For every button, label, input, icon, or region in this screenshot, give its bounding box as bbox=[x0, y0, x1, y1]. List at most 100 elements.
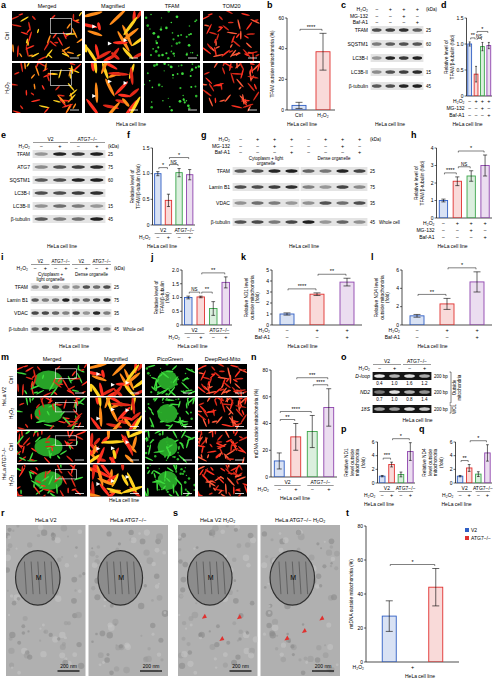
kda: 35 bbox=[114, 311, 120, 316]
axis-title: Relative ND4level outsidemitochondria(fo… bbox=[422, 448, 444, 477]
punctum bbox=[155, 50, 158, 53]
punctum bbox=[191, 68, 194, 71]
filament bbox=[214, 84, 222, 86]
band bbox=[372, 70, 382, 74]
texture bbox=[10, 594, 13, 597]
filament bbox=[129, 411, 141, 422]
filament bbox=[209, 483, 211, 488]
filament bbox=[55, 85, 61, 91]
y-tick-label: 0 bbox=[372, 480, 375, 486]
punctum bbox=[150, 391, 152, 393]
filament bbox=[123, 384, 136, 396]
punctum bbox=[184, 481, 187, 484]
nucleus bbox=[158, 437, 178, 456]
em-panel: sHeLa V2 H₂O₂M200 nmHeLa ATG7−/− H₂O₂M20… bbox=[173, 508, 340, 676]
punctum bbox=[188, 477, 191, 480]
punctum bbox=[183, 98, 185, 100]
error-bar bbox=[314, 293, 321, 296]
filament bbox=[222, 381, 231, 389]
error-bar bbox=[477, 472, 480, 477]
filament bbox=[131, 398, 136, 415]
error-bar bbox=[344, 278, 351, 286]
texture bbox=[61, 556, 63, 558]
filament bbox=[90, 416, 105, 429]
error-bar bbox=[186, 296, 190, 299]
blot-strip bbox=[31, 283, 71, 291]
condition-mark: − bbox=[408, 365, 411, 371]
condition-mark: − bbox=[324, 143, 327, 149]
filament bbox=[25, 90, 27, 96]
filament bbox=[25, 45, 35, 50]
filament bbox=[109, 11, 128, 26]
caption: HeLa cell line bbox=[437, 243, 467, 249]
filament bbox=[61, 49, 70, 59]
filament bbox=[76, 54, 81, 57]
filament bbox=[19, 445, 24, 447]
texture bbox=[107, 632, 113, 638]
filament bbox=[90, 364, 108, 370]
plot-area bbox=[185, 277, 230, 325]
bar bbox=[340, 282, 354, 325]
label-line: TFAM outside mitochondria (%) bbox=[270, 30, 275, 98]
group-label: V2 bbox=[462, 485, 468, 491]
condition-mark: − bbox=[389, 19, 392, 25]
filament bbox=[228, 416, 237, 425]
filament bbox=[14, 71, 20, 75]
filament bbox=[214, 39, 217, 44]
arrowhead bbox=[111, 407, 115, 411]
significance: ** bbox=[211, 267, 216, 273]
filament bbox=[235, 408, 243, 417]
filament bbox=[72, 14, 74, 20]
band bbox=[52, 285, 59, 289]
section-bracket bbox=[450, 405, 452, 413]
filament bbox=[73, 398, 78, 409]
band bbox=[62, 311, 69, 315]
punctum bbox=[157, 36, 160, 39]
punctum bbox=[156, 63, 158, 65]
band bbox=[31, 298, 38, 302]
error-bar bbox=[156, 172, 159, 176]
em-texture bbox=[90, 529, 168, 675]
punctum bbox=[155, 40, 156, 41]
band-label: LC3B-I bbox=[14, 190, 30, 196]
filament bbox=[151, 386, 156, 391]
caption: HeLa cell line bbox=[59, 343, 89, 349]
bar bbox=[468, 44, 472, 96]
texture bbox=[55, 537, 61, 543]
filament bbox=[154, 398, 159, 403]
unit: (kDa) bbox=[426, 7, 438, 12]
significance-bracket bbox=[383, 458, 390, 460]
scale-bar bbox=[130, 493, 139, 494]
punctum bbox=[152, 439, 154, 441]
filament bbox=[56, 484, 58, 494]
texture bbox=[6, 555, 11, 562]
filament bbox=[126, 472, 138, 494]
filament bbox=[246, 42, 253, 48]
filament bbox=[63, 399, 67, 409]
band bbox=[83, 298, 90, 302]
texture bbox=[91, 586, 95, 590]
punctum bbox=[190, 71, 191, 72]
y-tick-label: 2 bbox=[450, 466, 453, 472]
filament bbox=[215, 431, 217, 435]
punctum bbox=[152, 87, 154, 89]
y-tick-label: 3 bbox=[431, 162, 434, 168]
filament bbox=[22, 437, 30, 446]
band bbox=[285, 201, 297, 205]
condition-mark: − bbox=[477, 492, 480, 498]
filament bbox=[237, 19, 241, 30]
scale-bar bbox=[183, 493, 192, 494]
chart-panel: lRelative ND4 leveloutside mitochondria(… bbox=[371, 252, 492, 349]
filament bbox=[225, 468, 233, 476]
texture bbox=[65, 563, 69, 567]
error-bar bbox=[199, 296, 203, 298]
significance: **** bbox=[298, 283, 307, 289]
texture bbox=[109, 670, 114, 675]
filament bbox=[223, 11, 233, 14]
band bbox=[35, 178, 48, 182]
texture bbox=[57, 557, 62, 562]
caption: HeLa cell line bbox=[287, 121, 317, 127]
texture bbox=[103, 605, 105, 607]
band bbox=[103, 327, 110, 331]
punctum bbox=[171, 45, 172, 46]
